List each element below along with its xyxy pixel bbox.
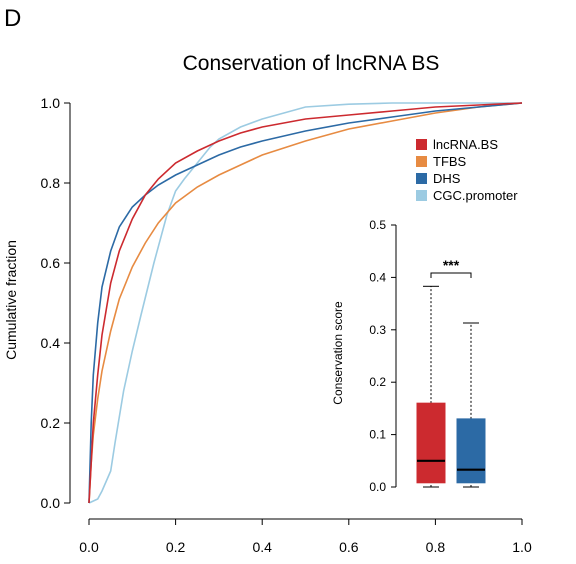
x-tick-label: 0.0 <box>79 539 99 555</box>
y-tick-label: 0.4 <box>41 335 61 351</box>
legend-label: lncRNA.BS <box>433 137 498 152</box>
legend-swatch <box>416 173 427 184</box>
box-body <box>457 419 485 483</box>
inset-y-tick-label: 0.4 <box>369 270 386 284</box>
legend-swatch <box>416 190 427 201</box>
box-body <box>417 403 445 483</box>
legend: lncRNA.BS TFBS DHS CGC.promoter <box>416 137 518 203</box>
bracket-line <box>431 273 471 278</box>
x-tick-label: 0.6 <box>339 539 359 555</box>
legend-label: TFBS <box>433 154 467 169</box>
legend-label: CGC.promoter <box>433 188 518 203</box>
y-tick-label: 1.0 <box>41 95 61 111</box>
panel-letter: D <box>4 5 21 32</box>
y-tick-label: 0.8 <box>41 175 61 191</box>
inset-y-tick-label: 0.5 <box>369 218 386 232</box>
inset-y-axis-label: Conservation score <box>331 301 345 405</box>
x-tick-label: 0.8 <box>426 539 446 555</box>
x-tick-label: 0.4 <box>252 539 272 555</box>
inset-y-tick-label: 0.3 <box>369 323 386 337</box>
x-tick-label: 0.2 <box>166 539 186 555</box>
x-tick-label: 1.0 <box>512 539 532 555</box>
inset-y-tick-label: 0.2 <box>369 375 386 389</box>
box-2 <box>457 323 485 487</box>
significance-label: *** <box>443 257 460 273</box>
y-axis-label: Cumulative fraction <box>3 240 19 360</box>
inset-y-tick-label: 0.1 <box>369 428 386 442</box>
significance-bracket: *** <box>431 257 471 278</box>
legend-swatch <box>416 139 427 150</box>
legend-label: DHS <box>433 171 461 186</box>
chart-title: Conservation of lncRNA BS <box>183 52 440 75</box>
legend-swatch <box>416 156 427 167</box>
box-1 <box>417 286 445 487</box>
y-tick-label: 0.6 <box>41 255 61 271</box>
y-tick-label: 0.0 <box>41 495 61 511</box>
inset-boxplot: 0.0 0.1 0.2 0.3 0.4 0.5 Conservation score *** <box>331 218 485 494</box>
inset-y-tick-label: 0.0 <box>369 480 386 494</box>
y-tick-label: 0.2 <box>41 415 61 431</box>
